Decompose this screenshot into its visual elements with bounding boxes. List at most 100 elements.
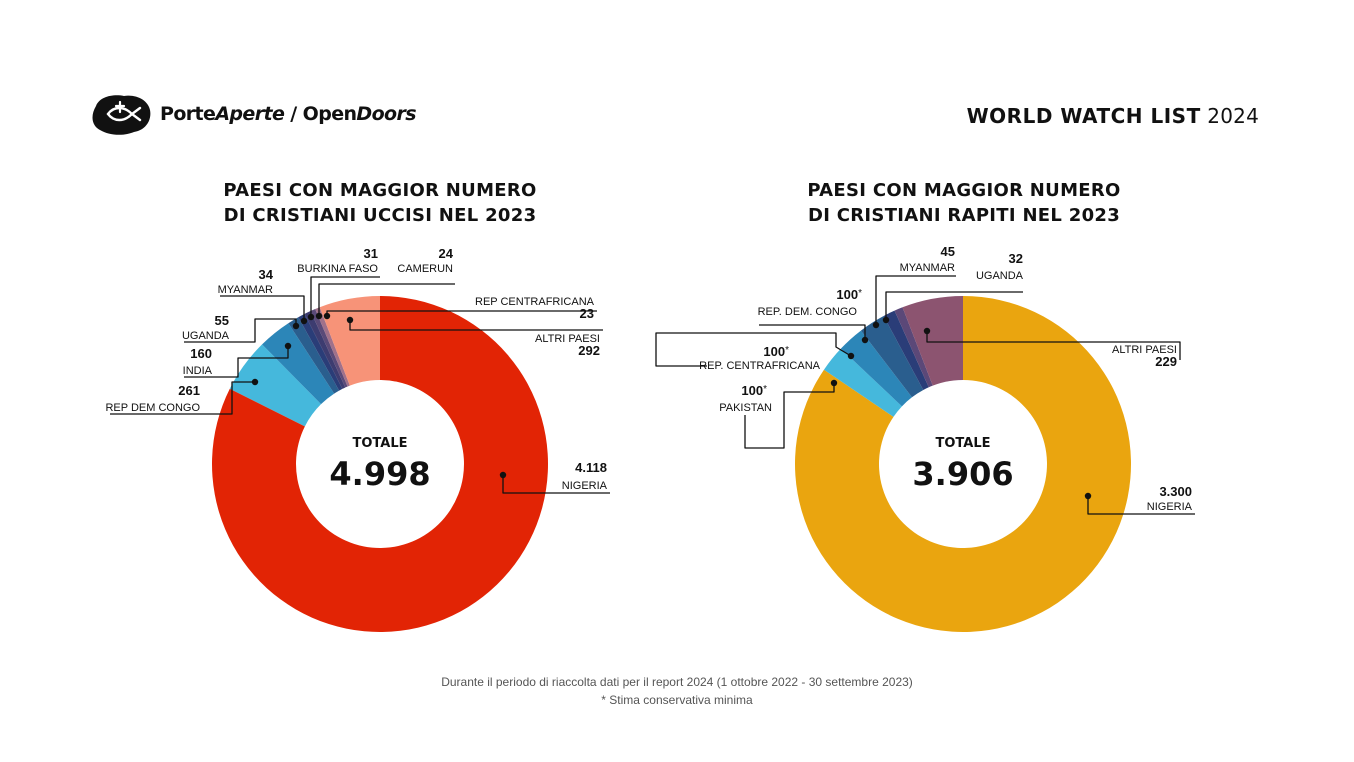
- category-label-altri-paesi: ALTRI PAESI: [1112, 344, 1177, 356]
- slice-india: [262, 323, 335, 405]
- center-total-value: 3.906: [912, 455, 1013, 493]
- leader-dot-altri-paesi: [923, 327, 931, 335]
- left-chart-title-line2: DI CRISTIANI UCCISI NEL 2023: [223, 205, 537, 226]
- leader-line-myanmar: [875, 275, 956, 325]
- slice-pakistan: [823, 348, 902, 417]
- logo-aperte: Aperte: [215, 103, 285, 125]
- slice-burkina-faso: [304, 311, 346, 389]
- leader-dot-india: [284, 342, 292, 350]
- slice-altri-paesi: [319, 296, 380, 386]
- leader-dot-pakistan: [830, 379, 838, 387]
- right-chart-title-line1: PAESI CON MAGGIOR NUMERO: [807, 180, 1121, 201]
- leader-line-rep-dem-congo: [110, 381, 255, 415]
- category-label-myanmar: MYANMAR: [218, 284, 273, 296]
- killed-donut-chart: TOTALE 4.998 4.118 NIGERIA 261 REP DEM CONGO 1…: [105, 246, 610, 632]
- category-label-myanmar: MYANMAR: [900, 262, 955, 274]
- value-label-uganda: 55: [215, 313, 229, 328]
- logo-open: Open: [302, 103, 357, 125]
- category-label-rep-centrafricana: REP. CENTRAFRICANA: [699, 360, 820, 372]
- logo-separator: /: [284, 103, 303, 125]
- slice-uganda: [894, 307, 933, 388]
- slice-altri-paesi: [902, 296, 963, 386]
- leader-dot-camerun: [315, 312, 323, 320]
- category-label-camerun: CAMERUN: [397, 263, 453, 275]
- value-label-myanmar: 34: [259, 267, 274, 282]
- logo-porte: Porte: [160, 103, 216, 125]
- value-label-myanmar: 45: [941, 244, 955, 259]
- value-label-nigeria: 3.300: [1159, 484, 1192, 499]
- value-label-altri-paesi: 292: [578, 343, 600, 358]
- leader-dot-rep-centrafricana: [323, 312, 331, 320]
- slice-myanmar: [883, 310, 929, 390]
- value-label-rep-centrafricana: 23: [580, 306, 594, 321]
- category-label-rep-dem-congo: REP. DEM. CONGO: [758, 306, 858, 318]
- wwl-year: 2024: [1207, 104, 1259, 128]
- category-label-india: INDIA: [183, 365, 213, 377]
- left-chart-title: PAESI CON MAGGIOR NUMERO DI CRISTIANI UC…: [170, 178, 590, 228]
- right-chart-title: PAESI CON MAGGIOR NUMERO DI CRISTIANI RA…: [754, 178, 1174, 228]
- center-label: TOTALE: [352, 436, 407, 451]
- logo-wordmark: PorteAperte / OpenDoors: [160, 103, 417, 125]
- leader-line-rep-centrafricana: [655, 332, 852, 367]
- slice-myanmar: [298, 313, 343, 391]
- value-label-nigeria: 4.118: [575, 460, 607, 475]
- value-label-uganda: 32: [1009, 251, 1023, 266]
- leader-dot-myanmar: [300, 317, 308, 325]
- category-label-burkina-faso: BURKINA FASO: [297, 263, 378, 275]
- value-label-altri-paesi: 229: [1155, 354, 1177, 369]
- leader-line-rep-dem-congo: [759, 324, 866, 340]
- category-label-pakistan: PAKISTAN: [719, 402, 772, 414]
- leader-dot-rep-dem-congo: [251, 378, 259, 386]
- footer-period-note: Durante il periodo di riaccolta dati per…: [441, 675, 913, 689]
- value-label-rep-centrafricana: 100*: [763, 344, 789, 359]
- leader-line-burkina-faso: [310, 276, 380, 317]
- leader-line-camerun: [318, 283, 455, 316]
- wwl-bold: WORLD WATCH LIST: [966, 104, 1201, 128]
- category-label-rep-dem-congo: REP DEM CONGO: [105, 402, 200, 414]
- value-label-rep-dem-congo: 261: [178, 383, 200, 398]
- leader-dot-nigeria: [1084, 492, 1092, 500]
- leader-line-uganda: [885, 291, 1023, 320]
- leader-line-nigeria: [1087, 496, 1195, 515]
- world-watch-list-title: WORLD WATCH LIST 2024: [967, 104, 1259, 128]
- value-label-burkina-faso: 31: [364, 246, 378, 261]
- leader-dot-uganda: [292, 322, 300, 330]
- value-label-rep-dem-congo: 100*: [836, 287, 862, 302]
- right-chart-title-line2: DI CRISTIANI RAPITI NEL 2023: [807, 205, 1121, 226]
- slice-rep-dem-congo: [860, 315, 924, 398]
- leader-line-nigeria: [502, 475, 610, 494]
- leader-line-india: [184, 346, 289, 378]
- leader-line-myanmar: [220, 295, 305, 321]
- center-label: TOTALE: [935, 436, 990, 451]
- leader-line-altri-paesi: [926, 331, 1181, 360]
- left-chart-title-line1: PAESI CON MAGGIOR NUMERO: [223, 180, 537, 201]
- leader-dot-rep-dem-congo: [861, 336, 869, 344]
- slice-nigeria: [212, 296, 548, 632]
- leader-line-uganda: [184, 318, 297, 343]
- slice-rep-centrafricana: [315, 307, 350, 387]
- value-label-camerun: 24: [439, 246, 454, 261]
- slice-uganda: [288, 317, 340, 394]
- leader-line-altri-paesi: [349, 320, 603, 331]
- category-label-uganda: UGANDA: [976, 270, 1024, 282]
- leader-dot-nigeria: [499, 471, 507, 479]
- leader-dot-burkina-faso: [307, 313, 315, 321]
- leader-dot-rep-centrafricana: [847, 352, 855, 360]
- footer-note: Durante il periodo di riaccolta dati per…: [0, 673, 1354, 709]
- slice-rep-centrafricana: [840, 330, 912, 407]
- value-label-india: 160: [190, 346, 212, 361]
- leader-line-pakistan: [744, 383, 835, 449]
- category-label-nigeria: NIGERIA: [562, 480, 608, 492]
- open-doors-logo: PorteAperte / OpenDoors: [90, 92, 417, 136]
- leader-dot-myanmar: [872, 321, 880, 329]
- slice-rep-dem-congo: [229, 344, 322, 427]
- open-doors-fish-logo-icon: [92, 95, 151, 135]
- leader-dot-uganda: [882, 316, 890, 324]
- slice-camerun: [310, 309, 348, 388]
- category-label-altri-paesi: ALTRI PAESI: [535, 333, 600, 345]
- footer-estimate-note: * Stima conservativa minima: [601, 693, 753, 707]
- center-total-value: 4.998: [329, 455, 430, 493]
- logo-doors: Doors: [356, 103, 416, 125]
